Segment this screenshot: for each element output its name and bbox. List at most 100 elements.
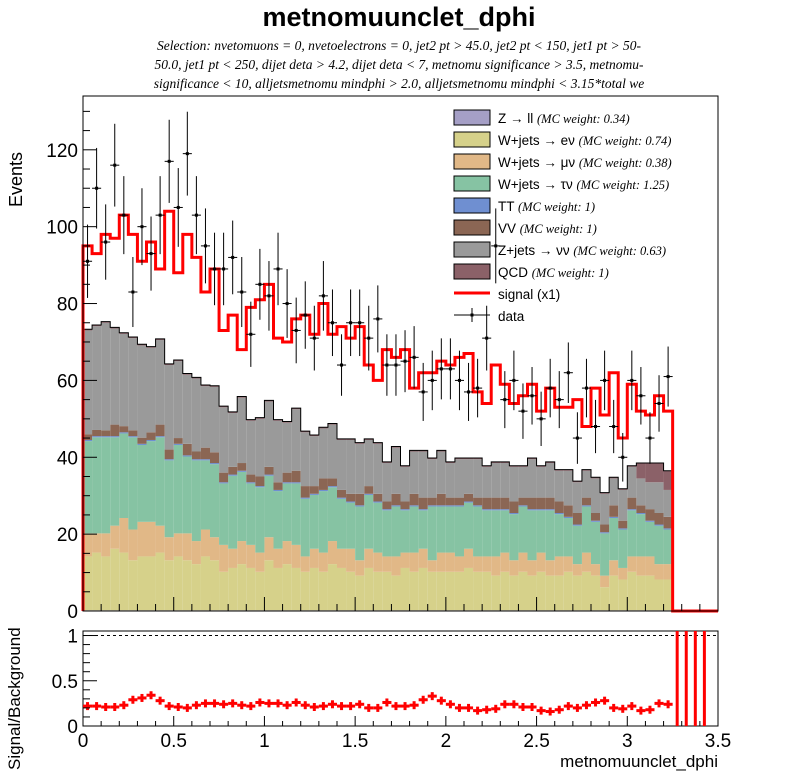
- stack-bar: [237, 471, 247, 542]
- stack-bar: [173, 438, 183, 444]
- data-point: [491, 208, 501, 284]
- stack-bar: [663, 529, 673, 565]
- stack-bar: [146, 346, 156, 348]
- data-point: [418, 362, 428, 421]
- stack-bar: [609, 575, 619, 611]
- stack-bar: [282, 482, 292, 484]
- stack-bar: [273, 420, 283, 483]
- stack-bar: [264, 466, 274, 475]
- stack-bar: [282, 472, 292, 483]
- data-point: [128, 256, 138, 328]
- stack-bar: [309, 486, 319, 494]
- stack-bar: [137, 444, 147, 522]
- stack-bar: [282, 483, 292, 542]
- ratio-point: [92, 702, 102, 711]
- stack-bar: [228, 567, 238, 611]
- stack-bar: [663, 564, 673, 580]
- stack-bar: [373, 443, 383, 494]
- stack-bar: [454, 497, 464, 506]
- stack-bar: [110, 437, 120, 526]
- legend-label: Z → ll (MC weight: 0.34): [498, 111, 630, 126]
- stack-bar: [509, 560, 519, 576]
- stack-bar: [110, 548, 120, 611]
- stack-bar: [427, 571, 437, 611]
- stack-bar: [563, 516, 573, 518]
- ratio-point: [436, 696, 446, 705]
- selection-line-1: Selection: nvetomuons = 0, nvetoelectron…: [156, 38, 642, 53]
- stack-bar: [155, 552, 165, 611]
- stack-bar: [636, 556, 646, 576]
- stack-bar: [436, 505, 446, 507]
- data-point: [346, 289, 356, 357]
- legend-weight: (MC weight: 1): [518, 200, 595, 214]
- main-plot-frame: [82, 95, 719, 612]
- data-point-marker: [657, 401, 661, 405]
- stack-bar: [464, 502, 474, 549]
- stack-bar: [663, 528, 673, 530]
- ratio-y-axis-label: Signal/Background: [5, 627, 24, 770]
- stack-bar: [581, 469, 591, 471]
- ratio-x-tick-label: 2.5: [523, 731, 549, 752]
- stack-bar: [382, 509, 392, 511]
- stack-bar: [618, 528, 628, 530]
- stack-bar: [327, 478, 337, 487]
- ratio-plot-frame: [82, 630, 719, 727]
- stack-bar: [518, 571, 528, 611]
- stack-bar: [654, 482, 664, 513]
- legend-swatch: [453, 175, 491, 192]
- data-point-marker: [630, 378, 634, 382]
- stack-bar: [464, 567, 474, 611]
- data-point: [83, 224, 93, 298]
- ratio-point: [618, 704, 628, 713]
- legend-weight: (MC weight: 0.38): [579, 156, 672, 170]
- ratio-point: [182, 703, 192, 712]
- stack-bar: [591, 520, 601, 522]
- data-point-marker: [131, 290, 135, 294]
- stack-bar: [409, 493, 419, 506]
- stack-bar: [119, 426, 129, 433]
- ratio-point: [409, 701, 419, 710]
- stack-bar: [536, 509, 546, 511]
- stack-bar: [309, 494, 319, 549]
- stack-bar: [654, 525, 664, 565]
- stack-bar: [518, 506, 528, 553]
- stack-bar: [191, 378, 201, 452]
- stack-bar: [92, 429, 102, 437]
- stack-bar: [482, 509, 492, 511]
- ratio-point: [191, 701, 201, 710]
- stack-bar: [445, 552, 455, 572]
- stack-bar: [545, 575, 555, 611]
- data-point-marker: [285, 302, 289, 306]
- stack-bar: [627, 466, 637, 498]
- stack-bar: [273, 491, 283, 549]
- data-point: [482, 305, 492, 371]
- stack-bar: [500, 461, 510, 464]
- stack-bar: [291, 483, 301, 545]
- ratio-point: [591, 698, 601, 707]
- stack-bar: [418, 497, 428, 510]
- stack-bar: [182, 373, 192, 375]
- stack-bar: [445, 497, 455, 506]
- stack-bar: [364, 567, 374, 611]
- stack-bar: [572, 525, 582, 565]
- stack-bar: [554, 575, 564, 611]
- stack-bar: [273, 567, 283, 611]
- signal-line: [81, 209, 718, 613]
- stack-bar: [219, 483, 229, 545]
- stack-bar: [318, 427, 328, 429]
- stack-bar: [355, 506, 365, 561]
- stack-bar: [527, 509, 537, 511]
- stack-bar: [581, 497, 591, 506]
- ratio-point: [210, 699, 220, 708]
- data-point-marker: [176, 205, 180, 209]
- ratio-point: [228, 699, 238, 708]
- data-point: [155, 176, 165, 255]
- stack-bar: [164, 365, 174, 450]
- legend-weight: (MC weight: 0.34): [537, 112, 630, 126]
- data-point-marker: [367, 336, 371, 340]
- data-point-marker: [666, 375, 670, 379]
- y-tick-label: 60: [57, 371, 78, 392]
- stack-bar: [83, 329, 93, 331]
- stack-bar: [373, 442, 383, 444]
- stack-bar: [636, 575, 646, 611]
